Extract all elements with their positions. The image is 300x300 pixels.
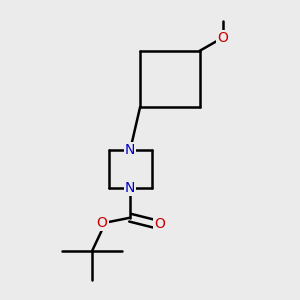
Text: O: O [217,31,228,45]
Text: O: O [154,217,165,231]
Text: N: N [125,143,135,157]
Text: N: N [125,181,135,195]
Text: O: O [97,216,108,230]
